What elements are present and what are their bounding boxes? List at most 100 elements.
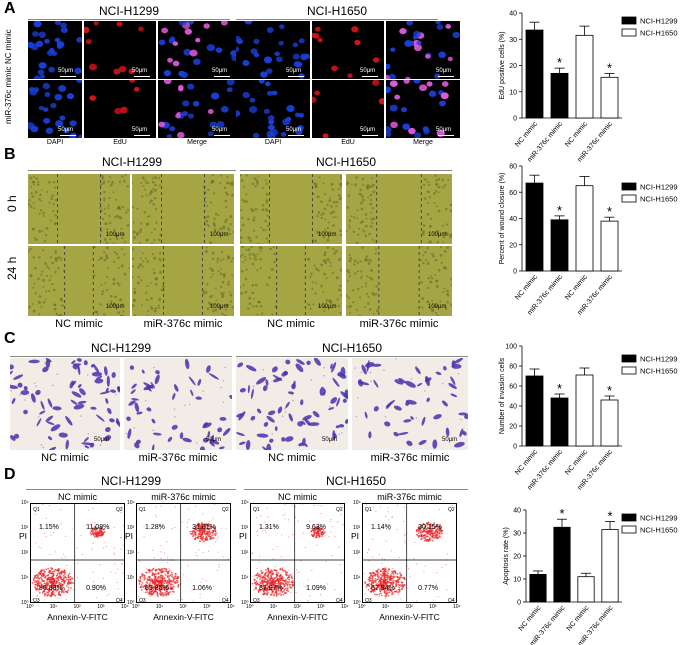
flow-plot: Q1 Q2 Q3 Q4 1.14% 30.15% 67.94% 0.77% [362,503,457,603]
divider-line [28,19,230,20]
x-tick-label: NC mimic [564,120,589,148]
legend-label-h1299: NCI-H1299 [640,183,678,192]
y-tick-label: 30 [513,531,521,538]
flow-y-tick: 10¹ [21,575,29,581]
flow-x-tick: 10⁰ [132,604,140,610]
scale-label: 100μm [106,304,125,310]
bar [601,529,619,603]
quadrant-percent: 9.63% [306,524,326,531]
panel-a-col-label: EdU [113,139,127,146]
fluorescence-image: 50μm [312,21,384,79]
scale-label: 50μm [94,437,110,443]
legend-label-h1299: NCI-H1299 [640,514,678,523]
scale-label: 50μm [286,68,302,74]
quadrant-id: Q1 [33,507,40,513]
wound-image: 100μm [240,246,342,316]
quadrant-id: Q3 [365,598,372,603]
scale-label: 50μm [212,68,228,74]
significance-star: * [607,204,612,219]
quadrant-percent: 11.08% [86,524,109,531]
flow-y-label: PI [239,531,248,541]
scale-label: 100μm [428,304,447,310]
legend-label-h1650: NCI-H1650 [640,29,678,38]
scale-label: 50μm [436,127,452,133]
legend-swatch-h1299 [621,513,637,522]
scale-label: 50μm [58,68,74,74]
flow-x-tick: 10³ [317,604,325,610]
legend-label-h1299: NCI-H1299 [640,355,678,364]
scale-bar [438,135,454,136]
quadrant-percent: 1.28% [145,524,165,531]
flow-plot: Q1 Q2 Q3 Q4 1.15% 11.08% 86.88% 0.90% [30,503,125,603]
significance-star: * [607,509,612,524]
flow-x-label: Annexin-V-FITC [47,612,108,622]
panel-a-col-label: Merge [187,139,207,146]
bar [600,76,619,119]
invasion-image: 50μm [124,358,232,450]
invasion-image: 50μm [236,358,348,450]
flow-y-tick: 10³ [353,525,361,531]
bar [575,374,594,447]
scale-label: 50μm [360,68,376,74]
quadrant-percent: 65.85% [145,585,169,592]
flow-plot-title: NC mimic [278,492,317,502]
y-tick-label: 20 [513,554,521,561]
flow-x-tick: 10⁴ [121,604,129,610]
y-tick-label: 60 [509,384,517,391]
significance-star: * [607,383,612,398]
flow-x-tick: 10³ [429,604,437,610]
scale-bar [214,76,230,77]
flow-x-tick: 10⁴ [341,604,349,610]
y-tick-label: 20 [509,242,517,249]
bar [525,375,544,447]
flow-y-tick: 10⁴ [127,500,135,506]
bar [529,574,547,603]
scale-label: 100μm [210,304,229,310]
panel-label-d: D [4,466,16,483]
panel-a-col-label: EdU [341,139,355,146]
legend-label-h1650: NCI-H1650 [640,526,678,535]
wound-image: 100μm [346,246,452,316]
flow-y-tick: 10⁴ [353,500,361,506]
flow-x-tick: 10⁰ [246,604,254,610]
x-tick-label: NC mimic [514,273,539,301]
significance-star: * [559,506,564,521]
quadrant-id: Q2 [116,507,123,513]
flow-y-tick: 10² [353,550,361,556]
significance-star: * [557,381,562,396]
flow-x-tick: 10² [179,604,187,610]
quadrant-percent: 87.97% [259,585,283,592]
wound-image: 100μm [28,174,130,244]
flow-x-tick: 10² [405,604,413,610]
flow-x-label: Annexin-V-FITC [379,612,440,622]
fluorescence-image: 50μm [84,80,156,138]
legend-label-h1299: NCI-H1299 [640,17,678,26]
flow-plot: Q1 Q2 Q3 Q4 1.28% 31.81% 65.85% 1.06% [136,503,231,603]
bar [550,219,569,272]
x-tick-label: NC mimic [514,120,539,148]
flow-x-label: Annexin-V-FITC [153,612,214,622]
bar [525,29,544,119]
quadrant-id: Q4 [336,598,343,603]
y-tick-label: 80 [509,164,517,171]
quadrant-id: Q2 [448,507,455,513]
legend-label-h1650: NCI-H1650 [640,195,678,204]
wound-image: 100μm [240,174,342,244]
panel-d-header-h1650: NCI-H1650 [325,474,387,488]
legend-swatch-h1299 [621,354,637,363]
bar [575,34,594,119]
divider-line [240,170,452,171]
fluorescence-image: 50μm [158,21,236,79]
legend-swatch-h1299 [621,16,637,25]
quadrant-id: Q4 [116,598,123,603]
flow-x-tick: 10⁰ [26,604,34,610]
flow-x-tick: 10² [293,604,301,610]
flow-y-tick: 10⁰ [353,600,361,606]
x-tick-label: NC mimic [514,448,539,476]
quadrant-percent: 1.14% [371,524,391,531]
scale-label: 50μm [286,127,302,133]
quadrant-percent: 30.15% [418,524,442,531]
fluorescence-image: 50μm [84,21,156,79]
fluorescence-image: 50μm [158,80,236,138]
scale-label: 50μm [322,437,338,443]
